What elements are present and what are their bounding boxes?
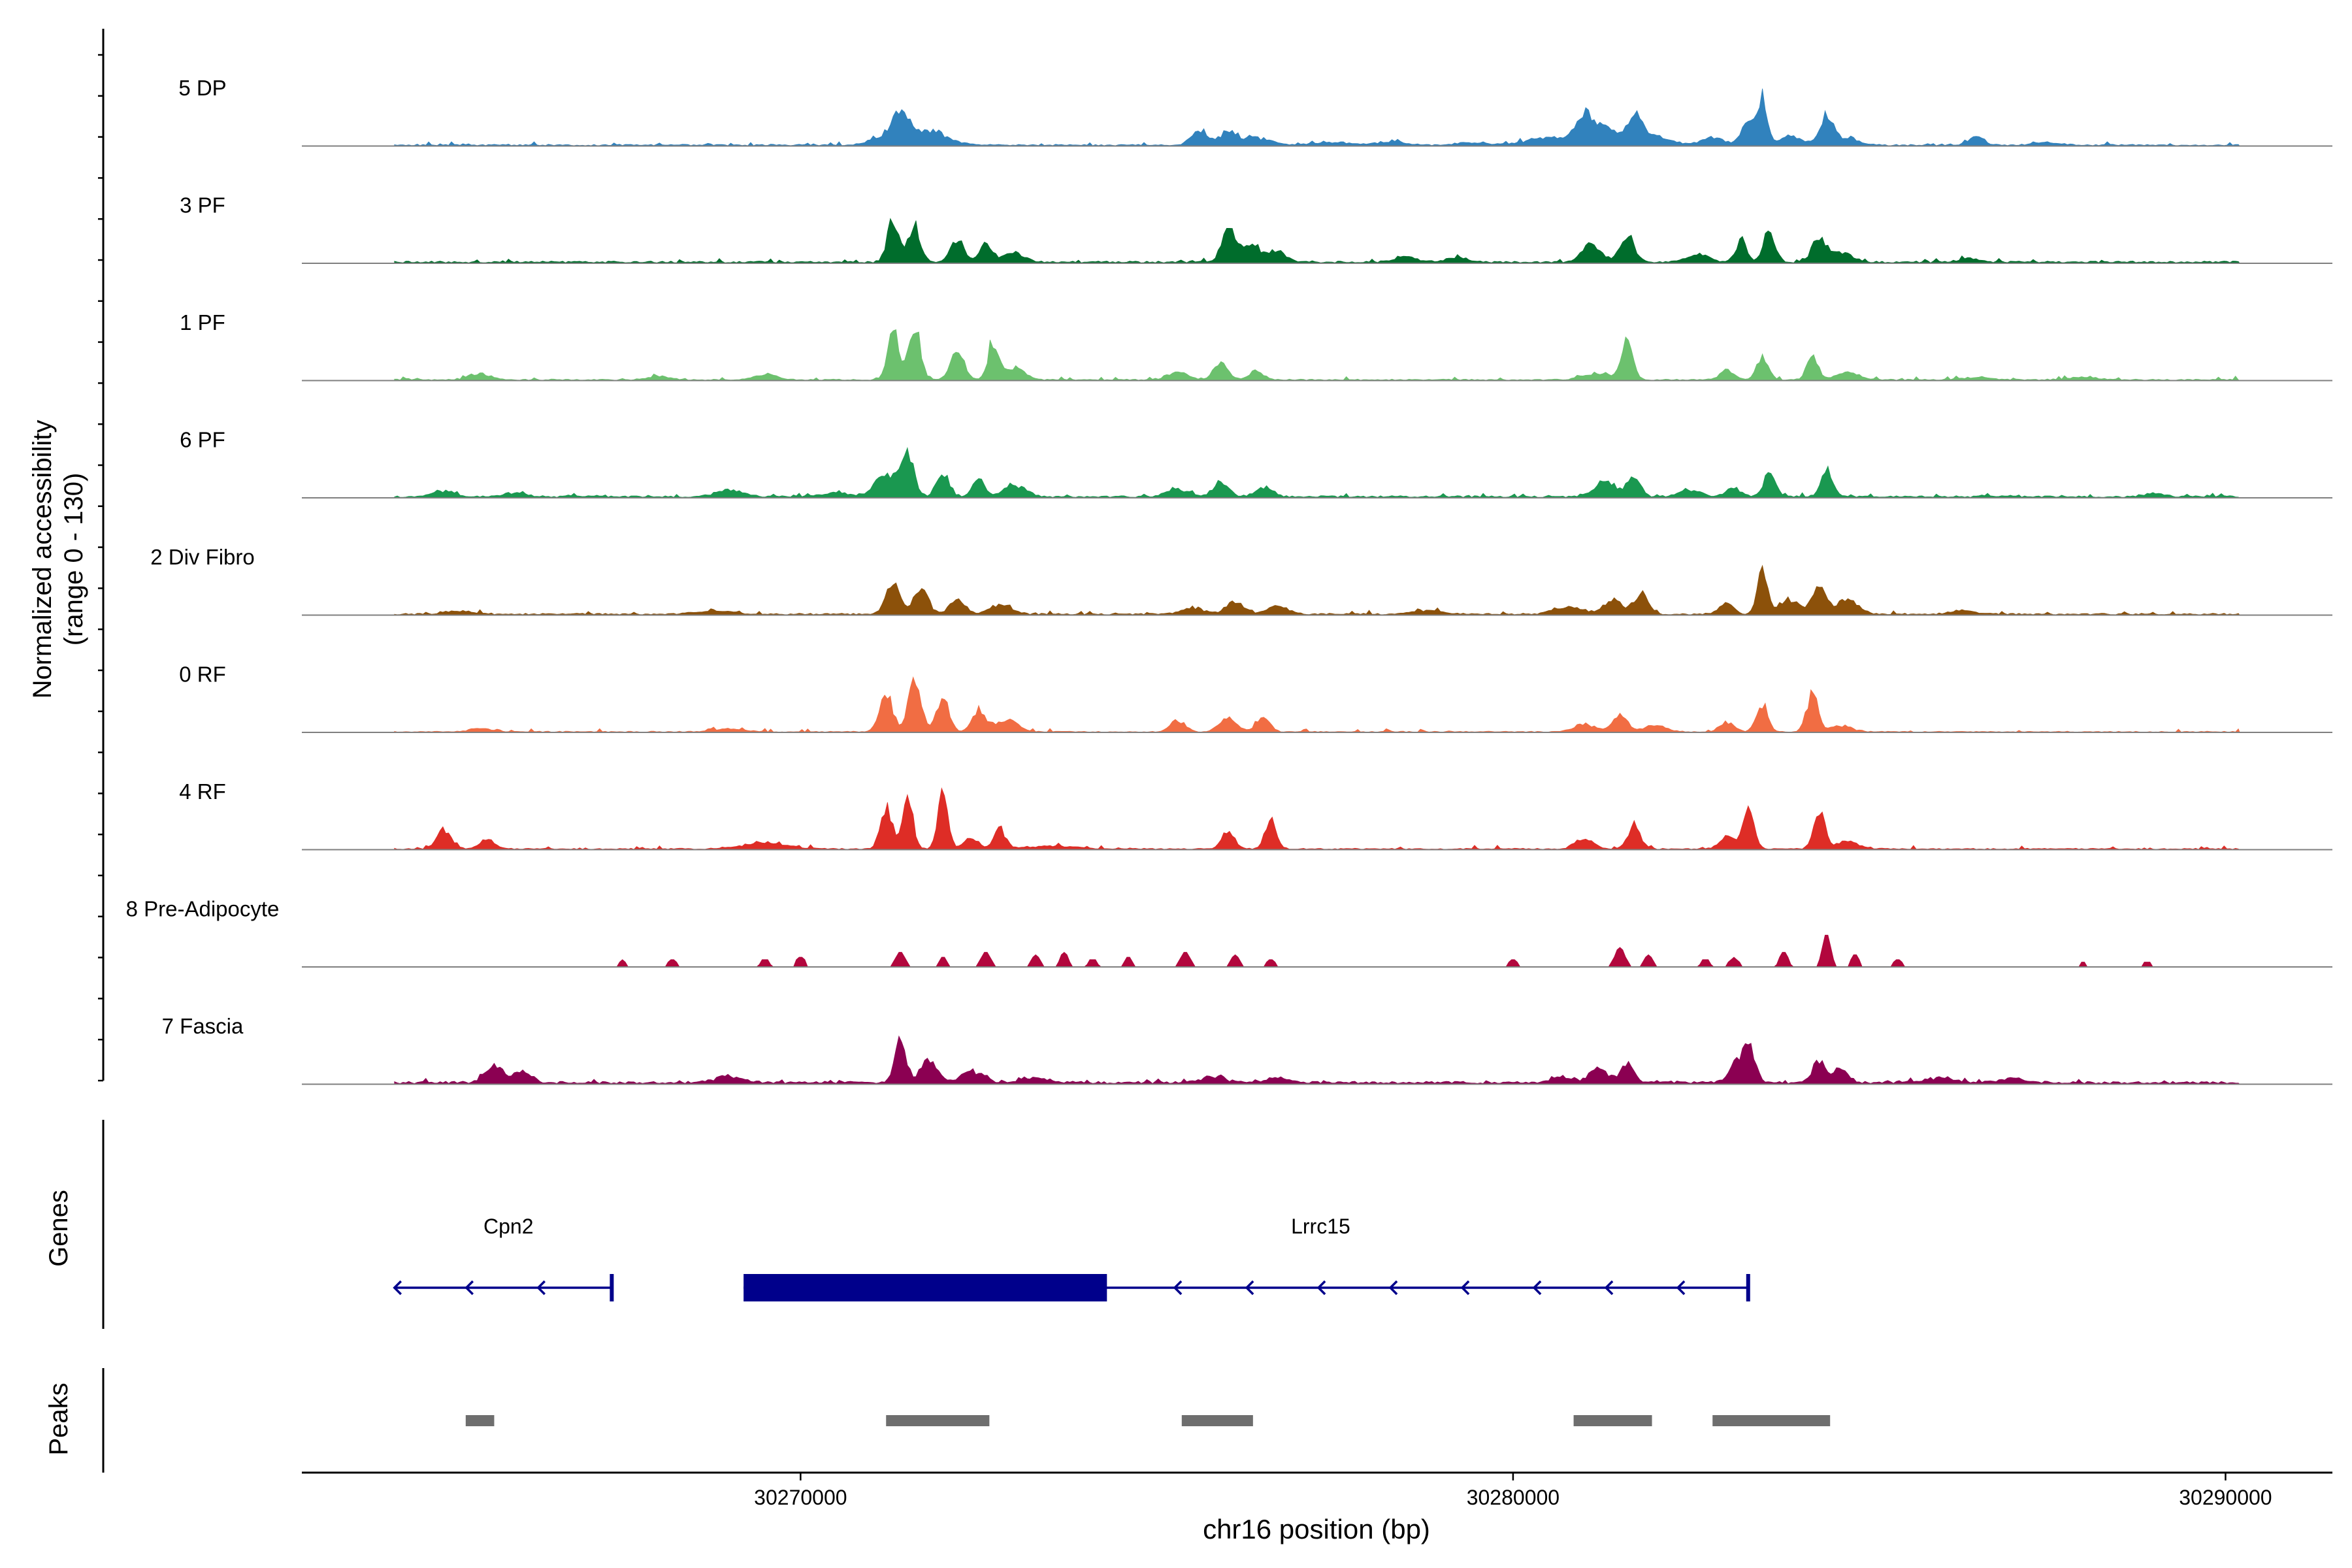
- track-0: 5 DP: [178, 76, 2332, 147]
- y-axis-label-line1: Normalized accessibility: [28, 420, 57, 699]
- track-3: 6 PF: [180, 428, 2332, 498]
- track-6: 4 RF: [179, 779, 2332, 851]
- strand-arrow: [536, 1280, 546, 1296]
- track-5: 0 RF: [179, 662, 2332, 733]
- peak-region: [1181, 1415, 1253, 1426]
- x-tick-label: 30290000: [2179, 1486, 2272, 1509]
- peak-region: [1712, 1415, 1831, 1426]
- gene-label: Cpn2: [483, 1215, 534, 1238]
- track-label: 8 Pre-Adipocyte: [126, 897, 280, 921]
- peak-track: [465, 1415, 1831, 1426]
- strand-arrow: [1245, 1280, 1254, 1296]
- coverage-area: [394, 564, 2241, 615]
- y-axis-label: Normalized accessibility (range 0 - 130): [28, 420, 88, 699]
- peak-region: [886, 1415, 990, 1426]
- strand-arrow: [1460, 1280, 1470, 1296]
- coverage-area: [394, 218, 2241, 264]
- gene-track: Cpn2 Lrrc15: [393, 1215, 1750, 1301]
- x-axis-label: chr16 position (bp): [1203, 1514, 1430, 1544]
- coverage-area: [394, 934, 2240, 968]
- track-label: 2 Div Fibro: [150, 545, 255, 569]
- y-axis-label-line2: (range 0 - 130): [59, 473, 88, 646]
- strand-arrow: [1532, 1280, 1542, 1296]
- x-tick-label: 30270000: [754, 1486, 847, 1509]
- gene-lrrc15: Lrrc15: [743, 1215, 1750, 1301]
- track-1: 3 PF: [180, 193, 2332, 264]
- exon-block: [743, 1274, 1107, 1301]
- track-label: 7 Fascia: [162, 1014, 244, 1038]
- track-2: 1 PF: [180, 310, 2332, 382]
- coverage-area: [394, 88, 2241, 146]
- genes-panel-label: Genes: [44, 1190, 73, 1267]
- coverage-area: [394, 676, 2240, 733]
- strand-arrow: [1316, 1280, 1326, 1296]
- x-tick-label: 30280000: [1467, 1486, 1560, 1509]
- peaks-panel-label: Peaks: [44, 1382, 73, 1455]
- strand-arrow: [393, 1280, 402, 1296]
- coverage-tracks: 5 DP 3 PF 1 PF 6 PF 2 Div Fibro 0 RF 4 RF 8 Pre…: [126, 76, 2332, 1085]
- track-8: 7 Fascia: [162, 1014, 2332, 1085]
- gene-cpn2: Cpn2: [393, 1215, 614, 1301]
- track-7: 8 Pre-Adipocyte: [126, 897, 2332, 968]
- coverage-area: [394, 446, 2240, 498]
- coverage-area: [394, 1035, 2241, 1085]
- strand-arrow: [465, 1280, 474, 1296]
- peak-region: [465, 1415, 495, 1426]
- track-label: 5 DP: [178, 76, 226, 100]
- track-label: 4 RF: [179, 779, 226, 804]
- track-label: 3 PF: [180, 193, 225, 218]
- strand-arrow: [1388, 1280, 1398, 1296]
- peak-region: [1573, 1415, 1652, 1426]
- track-label: 1 PF: [180, 310, 225, 335]
- strand-arrow: [1676, 1280, 1686, 1296]
- strand-arrow: [1173, 1280, 1183, 1296]
- track-label: 6 PF: [180, 428, 225, 452]
- coverage-area: [394, 329, 2240, 381]
- coverage-area: [394, 787, 2240, 850]
- axes: 30270000 30280000 30290000: [98, 29, 2332, 1509]
- track-4: 2 Div Fibro: [150, 545, 2332, 616]
- track-label: 0 RF: [179, 662, 226, 687]
- gene-label: Lrrc15: [1291, 1215, 1350, 1238]
- strand-arrow: [1604, 1280, 1614, 1296]
